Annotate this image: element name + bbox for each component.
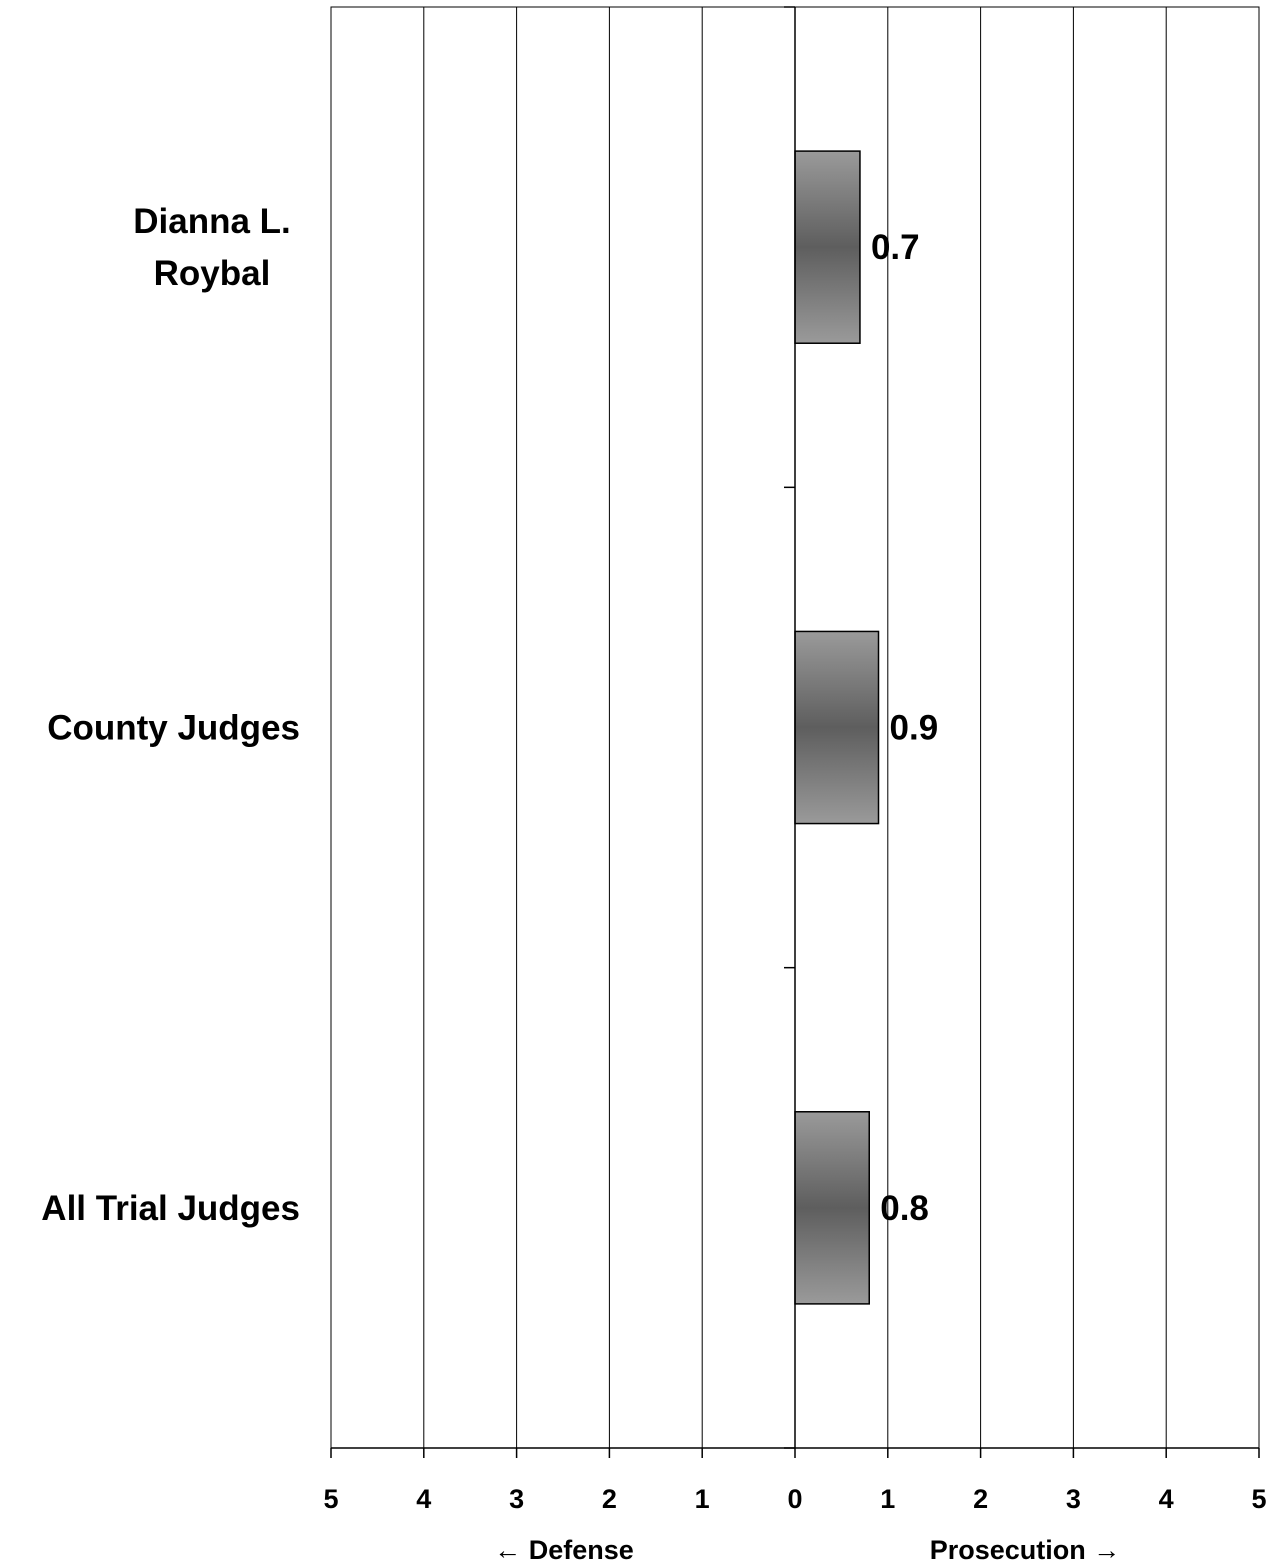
x-tick-label: 3 [509, 1484, 524, 1514]
x-tick-label: 2 [602, 1484, 617, 1514]
x-tick-label: 5 [1251, 1484, 1266, 1514]
axis-label-prosecution: Prosecution → [930, 1535, 1121, 1565]
axis-label-defense: ← Defense [494, 1535, 634, 1565]
bars [794, 150, 880, 1305]
x-tick-label: 4 [1159, 1484, 1174, 1514]
bar [794, 630, 880, 825]
category-label: Dianna L. Roybal [133, 202, 291, 293]
bar [794, 150, 861, 344]
x-tick-label: 0 [787, 1484, 802, 1514]
value-axis: 5 4 3 2 1 0 1 2 3 4 5 [323, 1447, 1267, 1514]
category-label: County Judges [47, 709, 300, 748]
x-tick-label: 4 [416, 1484, 431, 1514]
labels: 0.7 Dianna L. Roybal 0.9 County Judges 0.8 All… [41, 202, 938, 1228]
bar [794, 1111, 870, 1305]
category-label: All Trial Judges [41, 1189, 300, 1228]
data-label: 0.7 [871, 228, 920, 267]
data-label: 0.9 [890, 709, 939, 748]
gridlines [423, 7, 1167, 1448]
category-label-line: Dianna L. [133, 202, 291, 241]
x-tick-label: 2 [973, 1484, 988, 1514]
category-label-line: Roybal [154, 254, 271, 293]
data-label: 0.8 [880, 1189, 929, 1228]
x-tick-label: 3 [1066, 1484, 1081, 1514]
x-tick-label: 5 [323, 1484, 338, 1514]
x-tick-label: 1 [880, 1484, 895, 1514]
x-tick-label: 1 [695, 1484, 710, 1514]
